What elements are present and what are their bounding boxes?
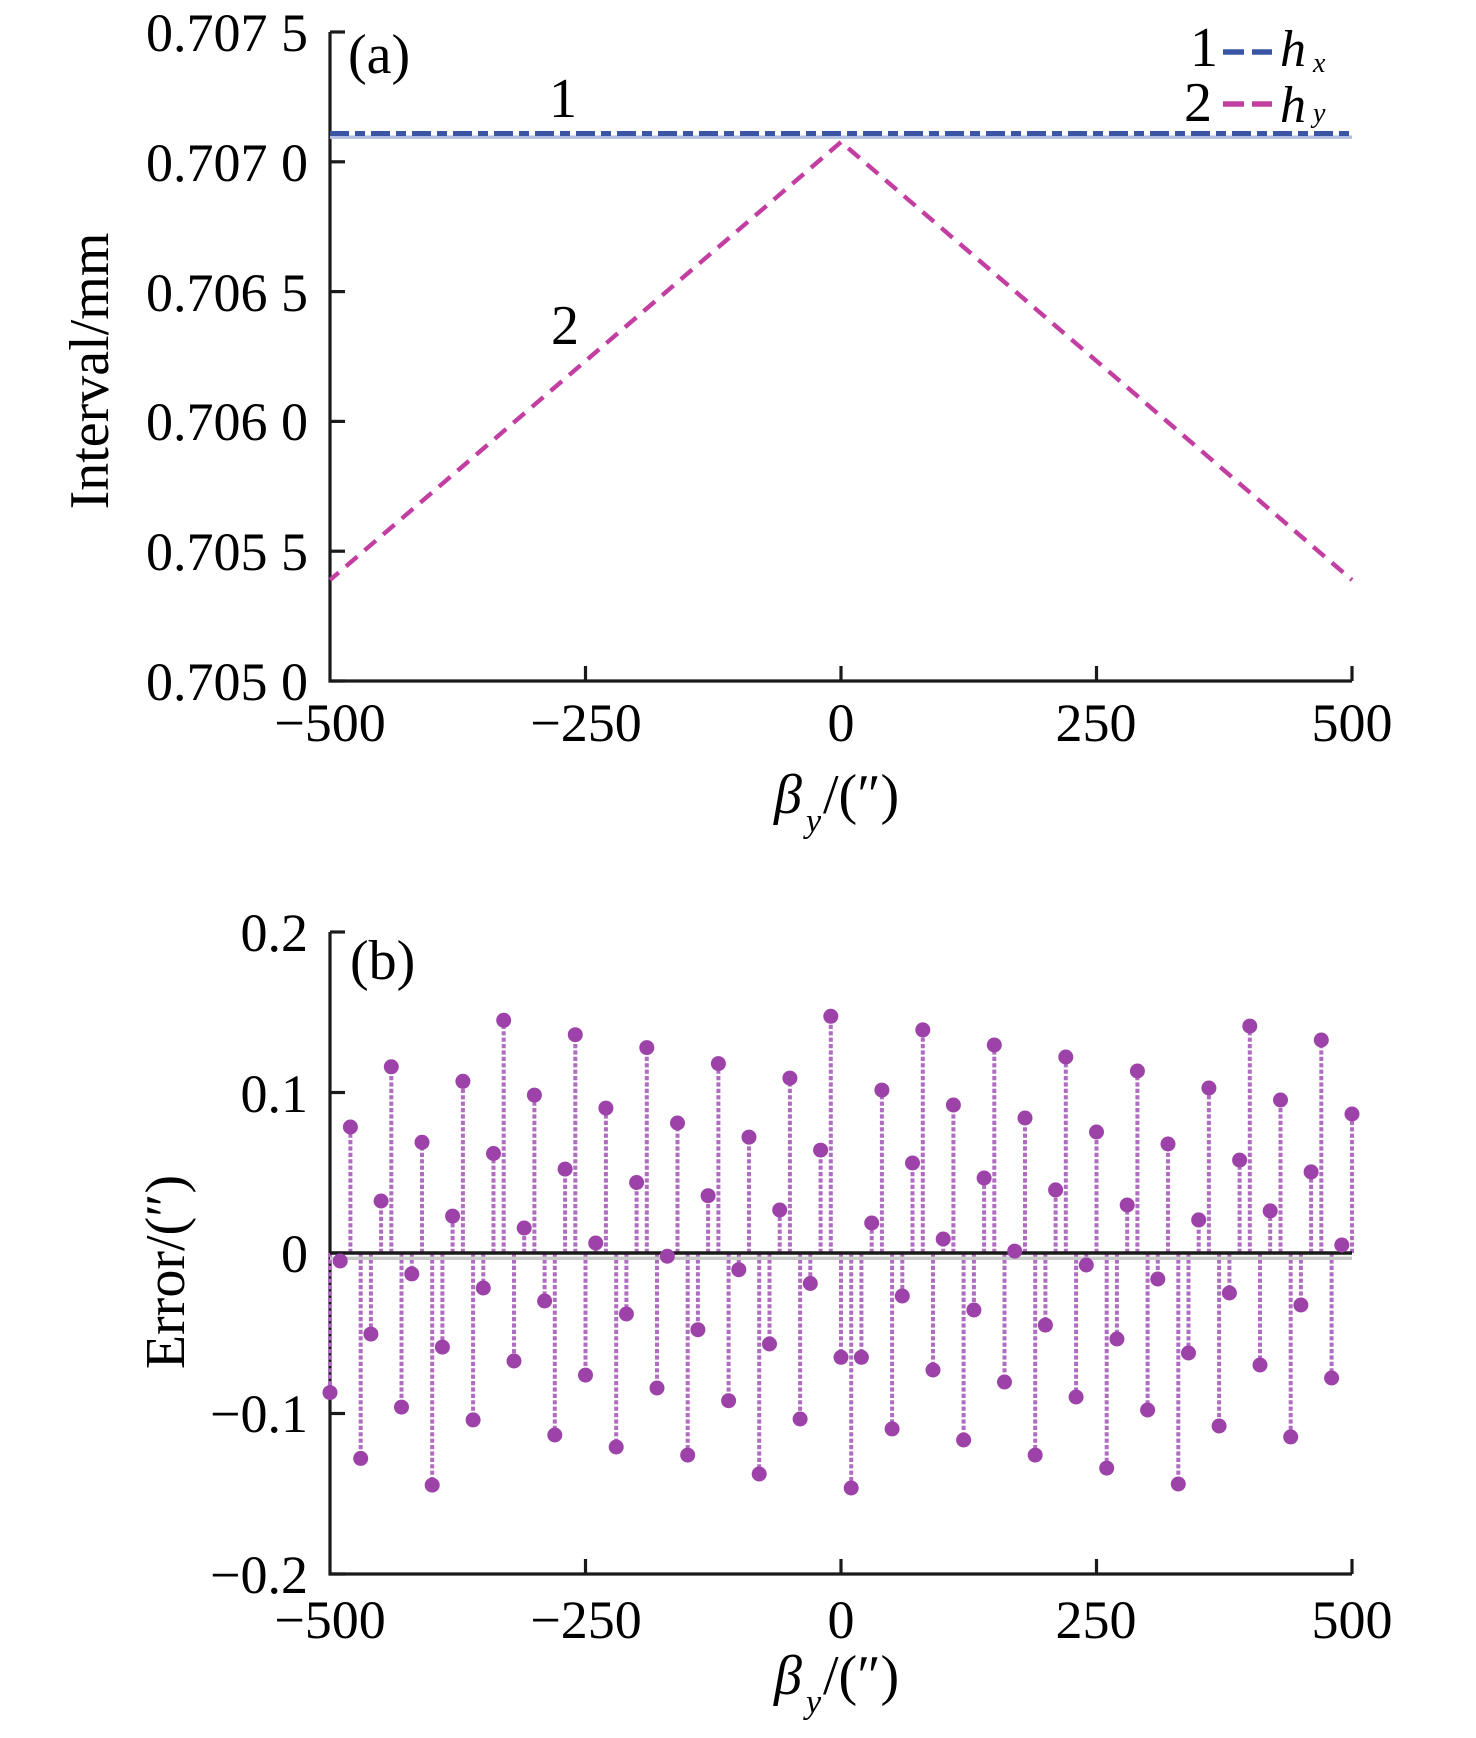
svg-text:−250: −250 — [530, 693, 641, 753]
svg-text:−500: −500 — [274, 1590, 385, 1650]
svg-text:0.707 0: 0.707 0 — [146, 133, 308, 193]
svg-text:0.2: 0.2 — [241, 903, 309, 963]
svg-text:250: 250 — [1056, 693, 1137, 753]
svg-text:x: x — [1312, 48, 1326, 79]
svg-text:2: 2 — [551, 295, 579, 357]
svg-text:−0.1: −0.1 — [210, 1384, 308, 1444]
svg-text:0.1: 0.1 — [241, 1064, 309, 1124]
svg-text:/(″): /(″) — [823, 764, 899, 826]
svg-text:y: y — [803, 803, 822, 840]
svg-text:0.706 0: 0.706 0 — [146, 392, 308, 452]
svg-text:0: 0 — [828, 693, 855, 753]
svg-text:0: 0 — [281, 1224, 308, 1284]
svg-text:−0.2: −0.2 — [210, 1545, 308, 1605]
svg-text:2: 2 — [1184, 72, 1212, 134]
svg-text:/(″): /(″) — [823, 1645, 899, 1707]
svg-text:500: 500 — [1312, 693, 1393, 753]
svg-text:500: 500 — [1312, 1590, 1393, 1650]
svg-text:0: 0 — [828, 1590, 855, 1650]
svg-text:(b): (b) — [350, 930, 415, 992]
svg-text:h: h — [1280, 21, 1306, 78]
svg-text:h: h — [1280, 77, 1306, 134]
svg-text:(a): (a) — [348, 24, 410, 86]
svg-text:250: 250 — [1056, 1590, 1137, 1650]
svg-text:0.706 5: 0.706 5 — [146, 263, 308, 323]
svg-text:1: 1 — [1190, 17, 1218, 79]
svg-text:1: 1 — [549, 68, 577, 130]
svg-text:β: β — [773, 1645, 802, 1707]
svg-text:0.705 0: 0.705 0 — [146, 652, 308, 712]
svg-text:Interval/mm: Interval/mm — [59, 233, 121, 510]
svg-text:y: y — [803, 1684, 822, 1721]
svg-text:−250: −250 — [530, 1590, 641, 1650]
svg-text:β: β — [773, 764, 802, 826]
svg-text:−500: −500 — [274, 693, 385, 753]
svg-text:Error/(″): Error/(″) — [135, 1175, 197, 1369]
svg-text:0.707 5: 0.707 5 — [146, 3, 308, 63]
svg-text:0.705 5: 0.705 5 — [146, 522, 308, 582]
svg-text:y: y — [1310, 98, 1326, 129]
